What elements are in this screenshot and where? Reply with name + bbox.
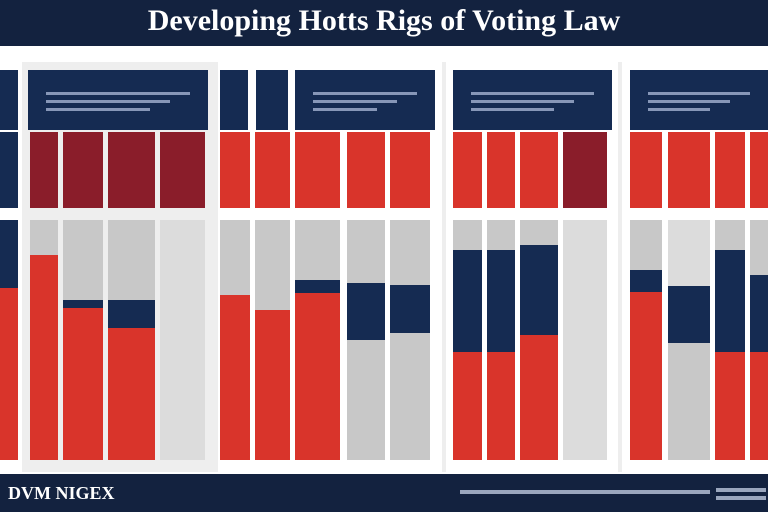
navy-segment bbox=[520, 245, 558, 335]
page-title: Developing Hotts Rigs of Voting Law bbox=[148, 4, 621, 37]
top-block bbox=[220, 132, 250, 208]
top-block bbox=[715, 132, 745, 208]
red-segment bbox=[520, 335, 558, 460]
red-segment bbox=[715, 352, 745, 460]
panel-frame bbox=[212, 62, 216, 472]
red-segment bbox=[295, 293, 340, 460]
top-block bbox=[390, 132, 430, 208]
red-segment bbox=[0, 288, 18, 460]
header-text-line bbox=[648, 100, 730, 103]
header-text-line bbox=[648, 92, 750, 95]
top-block bbox=[295, 132, 340, 208]
navy-segment bbox=[630, 270, 662, 292]
gray-segment bbox=[390, 333, 430, 460]
navy-segment bbox=[715, 250, 745, 352]
top-block bbox=[520, 132, 558, 208]
footer-text-lines bbox=[460, 488, 766, 500]
top-block bbox=[668, 132, 710, 208]
header-text-line bbox=[313, 100, 397, 103]
navy-segment bbox=[668, 286, 710, 343]
footer-line bbox=[460, 490, 710, 494]
top-block bbox=[630, 132, 662, 208]
footer-line bbox=[716, 496, 766, 500]
header-text-line bbox=[471, 92, 594, 95]
red-segment bbox=[487, 352, 515, 460]
header-text-line bbox=[46, 108, 150, 111]
top-block bbox=[160, 132, 205, 208]
top-block bbox=[750, 132, 768, 208]
top-block bbox=[563, 132, 607, 208]
red-segment bbox=[750, 352, 768, 460]
panel-frame bbox=[442, 62, 446, 472]
header-bar bbox=[0, 0, 768, 46]
gray-segment bbox=[668, 343, 710, 460]
top-block bbox=[0, 132, 18, 208]
top-block bbox=[108, 132, 155, 208]
header-box bbox=[0, 70, 18, 130]
gray-segment bbox=[347, 340, 385, 460]
header-text-line bbox=[313, 108, 377, 111]
red-segment bbox=[108, 328, 155, 460]
red-segment bbox=[63, 308, 103, 460]
red-segment bbox=[255, 310, 290, 460]
panels bbox=[0, 62, 768, 472]
top-block bbox=[347, 132, 385, 208]
header-text-line bbox=[648, 108, 710, 111]
navy-segment bbox=[0, 220, 18, 288]
footer-brand: DVM NIGEX bbox=[8, 483, 115, 503]
navy-segment bbox=[295, 280, 340, 293]
navy-segment bbox=[453, 250, 482, 352]
navy-segment bbox=[108, 300, 155, 328]
panel-frame bbox=[618, 62, 622, 472]
header-text-line bbox=[313, 92, 417, 95]
top-block bbox=[453, 132, 482, 208]
footer-line bbox=[716, 488, 766, 492]
header-text-line bbox=[471, 108, 554, 111]
red-segment bbox=[630, 292, 662, 460]
red-segment bbox=[30, 255, 58, 460]
red-segment bbox=[220, 295, 250, 460]
header-text-line bbox=[46, 92, 190, 95]
header-text-line bbox=[46, 100, 170, 103]
top-block bbox=[63, 132, 103, 208]
top-block bbox=[255, 132, 290, 208]
red-segment bbox=[453, 352, 482, 460]
column-bg bbox=[160, 220, 205, 460]
navy-segment bbox=[487, 250, 515, 352]
column-bg bbox=[563, 220, 607, 460]
navy-segment bbox=[347, 283, 385, 340]
navy-segment bbox=[750, 275, 768, 352]
header-box bbox=[256, 70, 288, 130]
top-block bbox=[487, 132, 515, 208]
navy-segment bbox=[390, 285, 430, 333]
header-box bbox=[220, 70, 248, 130]
navy-segment bbox=[63, 300, 103, 308]
header-text-line bbox=[471, 100, 574, 103]
top-block bbox=[30, 132, 58, 208]
